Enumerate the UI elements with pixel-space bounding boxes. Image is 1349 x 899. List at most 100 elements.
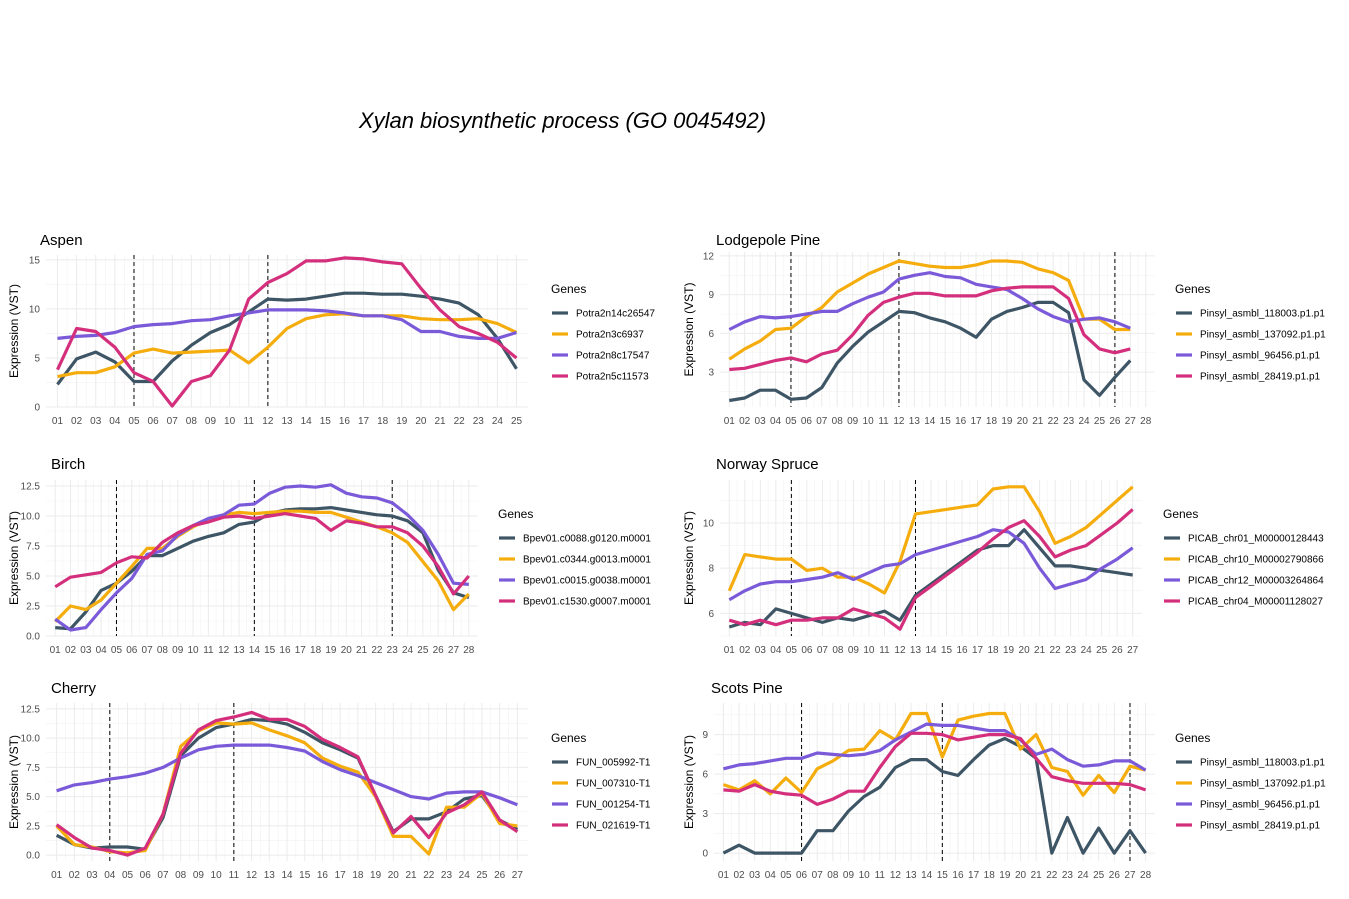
series-line xyxy=(729,285,1131,372)
x-tick-label: 12 xyxy=(262,416,274,427)
x-tick-label: 07 xyxy=(816,416,828,427)
x-tick-label: 28 xyxy=(1140,416,1152,427)
x-tick-label: 25 xyxy=(1096,645,1108,656)
y-tick-label: 0 xyxy=(702,849,708,860)
x-tick-label: 18 xyxy=(986,416,998,427)
series-line xyxy=(55,717,519,851)
x-tick-label: 11 xyxy=(878,416,889,427)
x-tick-label: 11 xyxy=(203,645,214,656)
x-tick-label: 15 xyxy=(299,870,311,881)
x-tick-label: 15 xyxy=(937,870,949,881)
legend-label: FUN_001254-T1 xyxy=(576,800,651,811)
x-tick-label: 18 xyxy=(377,416,389,427)
y-tick-label: 0.0 xyxy=(26,851,40,862)
x-tick-label: 10 xyxy=(188,645,200,656)
y-axis-label: Expression (VST) xyxy=(7,735,21,829)
series-line xyxy=(728,271,1131,331)
y-tick-label: 3 xyxy=(702,809,708,820)
legend-label: Pinsyl_asmbl_28419.p1.p1 xyxy=(1200,372,1321,383)
x-tick-label: 14 xyxy=(249,645,261,656)
series-line xyxy=(729,300,1132,403)
series-line xyxy=(56,256,518,408)
x-tick-label: 02 xyxy=(739,645,751,656)
legend-label: PICAB_chr04_M00001128027 xyxy=(1188,597,1323,608)
x-tick-label: 08 xyxy=(157,645,169,656)
x-tick-label: 10 xyxy=(863,645,875,656)
y-tick-label: 6 xyxy=(708,609,714,620)
legend-label: Potra2n3c6937 xyxy=(576,330,644,341)
x-tick-label: 05 xyxy=(780,870,792,881)
y-tick-label: 12.5 xyxy=(21,704,41,715)
y-tick-label: 6 xyxy=(702,770,708,781)
y-axis-label: Expression (VST) xyxy=(7,284,21,378)
x-tick-label: 09 xyxy=(843,870,855,881)
x-tick-label: 14 xyxy=(301,416,313,427)
series-line xyxy=(56,743,518,807)
x-tick-label: 21 xyxy=(405,870,417,881)
x-tick-label: 02 xyxy=(739,416,751,427)
y-tick-label: 2.5 xyxy=(26,821,40,832)
x-tick-label: 22 xyxy=(454,416,466,427)
x-tick-label: 11 xyxy=(875,870,886,881)
x-tick-label: 28 xyxy=(1140,870,1152,881)
x-tick-label: 16 xyxy=(339,416,351,427)
x-tick-label: 07 xyxy=(157,870,169,881)
legend-title: Genes xyxy=(1175,731,1210,745)
series-line xyxy=(54,483,469,632)
series-line xyxy=(728,259,1131,361)
x-tick-label: 20 xyxy=(341,645,353,656)
x-tick-label: 05 xyxy=(111,645,123,656)
x-tick-label: 24 xyxy=(492,416,504,427)
x-tick-label: 08 xyxy=(832,645,844,656)
x-tick-label: 27 xyxy=(448,645,460,656)
panel-title: Cherry xyxy=(51,680,97,697)
series-line xyxy=(57,308,517,340)
x-tick-label: 18 xyxy=(352,870,364,881)
y-tick-label: 12 xyxy=(703,251,715,262)
y-tick-label: 10.0 xyxy=(21,512,41,523)
x-tick-label: 28 xyxy=(463,645,475,656)
x-tick-label: 06 xyxy=(801,645,813,656)
legend-label: Pinsyl_asmbl_96456.p1.p1 xyxy=(1200,800,1321,811)
x-tick-label: 14 xyxy=(925,645,937,656)
x-tick-label: 09 xyxy=(172,645,184,656)
y-tick-label: 5.0 xyxy=(26,792,40,803)
x-tick-label: 04 xyxy=(96,645,108,656)
x-tick-label: 24 xyxy=(1078,416,1090,427)
x-tick-label: 11 xyxy=(244,416,255,427)
x-tick-label: 18 xyxy=(987,645,999,656)
y-tick-label: 5 xyxy=(34,353,40,364)
x-tick-label: 26 xyxy=(1112,645,1124,656)
x-tick-label: 12 xyxy=(246,870,258,881)
x-tick-label: 25 xyxy=(511,416,523,427)
y-tick-label: 7.5 xyxy=(26,542,40,553)
x-tick-label: 04 xyxy=(109,416,121,427)
panel-title: Aspen xyxy=(40,232,83,249)
x-tick-label: 20 xyxy=(415,416,427,427)
x-tick-label: 03 xyxy=(87,870,99,881)
x-tick-label: 08 xyxy=(186,416,198,427)
x-tick-label: 09 xyxy=(193,870,205,881)
x-tick-label: 25 xyxy=(1093,870,1105,881)
x-tick-label: 25 xyxy=(1094,416,1106,427)
x-tick-label: 27 xyxy=(512,870,524,881)
x-tick-label: 17 xyxy=(968,870,980,881)
series-line xyxy=(722,736,1147,855)
x-tick-label: 03 xyxy=(90,416,102,427)
x-tick-label: 08 xyxy=(832,416,844,427)
legend-label: PICAB_chr12_M00003264864 xyxy=(1188,576,1324,587)
x-tick-label: 01 xyxy=(50,645,62,656)
x-tick-label: 05 xyxy=(122,870,134,881)
x-tick-label: 06 xyxy=(126,645,138,656)
x-tick-label: 03 xyxy=(755,416,767,427)
x-tick-label: 15 xyxy=(320,416,332,427)
x-tick-label: 23 xyxy=(473,416,485,427)
x-tick-label: 22 xyxy=(1046,870,1058,881)
series-line xyxy=(57,312,518,379)
legend-label: Potra2n14c26547 xyxy=(576,309,655,320)
x-tick-label: 16 xyxy=(317,870,329,881)
legend-title: Genes xyxy=(551,731,586,745)
x-tick-label: 10 xyxy=(211,870,223,881)
x-tick-label: 24 xyxy=(1078,870,1090,881)
